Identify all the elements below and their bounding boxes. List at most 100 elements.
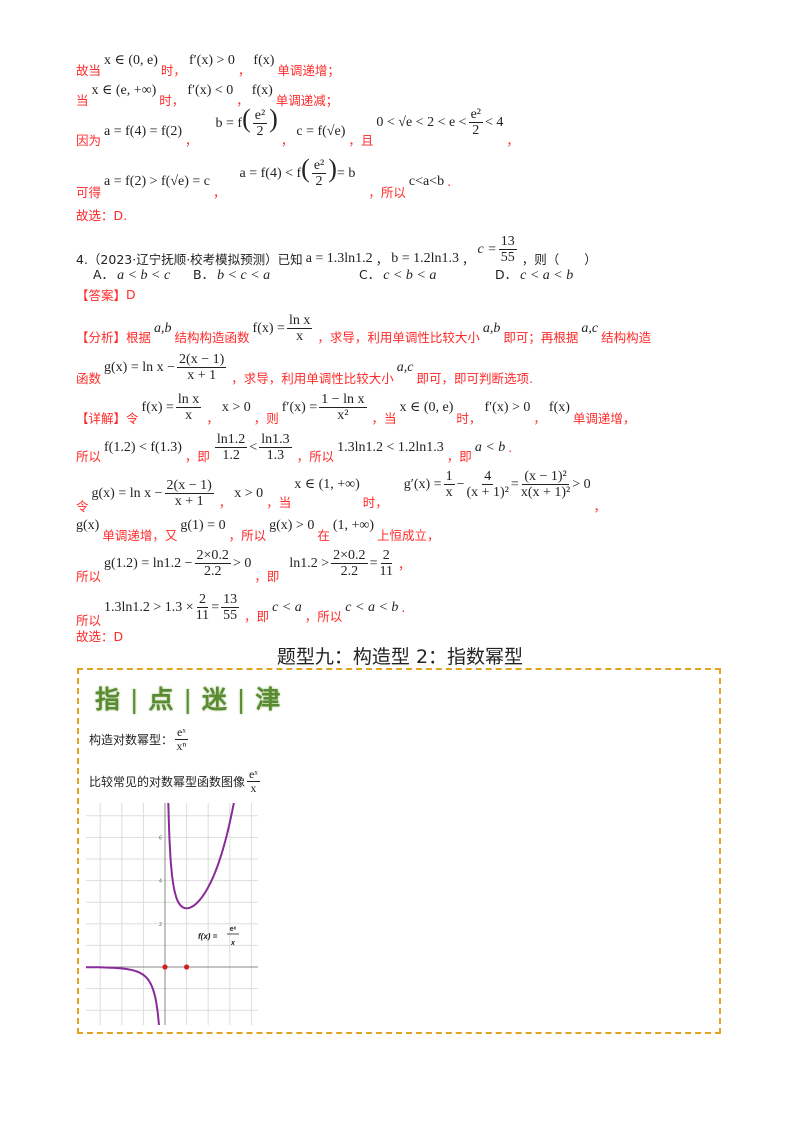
math: c < a < b xyxy=(520,268,574,283)
numerator: e² xyxy=(311,157,327,175)
math: f′(x) = 1 − ln x x² xyxy=(282,392,369,424)
math: a < b < c xyxy=(117,268,171,283)
text: 当 xyxy=(76,93,89,108)
math: − xyxy=(456,477,465,493)
math: x ∈ (0, e) xyxy=(104,53,158,68)
numerator: 2 xyxy=(196,592,208,609)
text: ， xyxy=(185,133,198,149)
tip-line: 构造对数幂型： eˣ xⁿ xyxy=(89,725,190,753)
answer: 【答案】 D xyxy=(76,285,136,304)
answer-line: 故选：D xyxy=(76,626,123,645)
text: ， xyxy=(533,411,546,427)
math: c<a<b xyxy=(408,173,445,189)
math: a < b xyxy=(474,439,506,455)
numerator: 2(x − 1) xyxy=(177,352,227,369)
numerator: e² xyxy=(252,107,268,125)
math: ln1.2 >2×0.2 2.2 = 2 11 xyxy=(289,548,395,580)
math: a = f(2) > f(√e) = c xyxy=(104,173,210,189)
math: f(x) xyxy=(251,82,273,98)
math: b < c < a xyxy=(217,268,271,283)
denominator: 2.2 xyxy=(340,564,359,580)
numerator: 13 xyxy=(498,234,517,251)
fraction: ln1.2 1.2 xyxy=(214,432,248,464)
fraction: eˣ x xyxy=(247,767,260,795)
text: 即可；再根据 xyxy=(503,330,579,346)
numerator: eˣ xyxy=(175,725,188,741)
text: . xyxy=(508,440,513,456)
text: ，即 xyxy=(446,449,472,465)
math: x > 0 xyxy=(234,485,264,501)
fraction: e² 2 xyxy=(252,107,268,140)
math: a = f(4) = f(2) xyxy=(104,123,182,139)
tip-line: 比较常见的对数幂型函数图像 eˣ x xyxy=(89,767,262,795)
math: f′(x) = xyxy=(281,400,318,416)
text: 比较常见的对数幂型函数图像 xyxy=(89,775,246,790)
math: f′(x) < 0 xyxy=(187,82,234,98)
text: ，求导，利用单调性比较大小 xyxy=(317,330,480,346)
text: 上恒成立， xyxy=(377,528,440,543)
text: ， xyxy=(375,252,389,268)
math: = b xyxy=(336,166,356,181)
text: 单调递增； xyxy=(277,63,340,78)
math: b = f(e² 2) xyxy=(215,104,278,140)
fraction: e² 2 xyxy=(311,157,327,190)
analysis-line: 函数 g(x) = ln x −2(x − 1) x + 1 ，求导，利用单调性比… xyxy=(76,352,533,386)
text: ， xyxy=(280,133,294,149)
math: a = f(4) < f(e² 2)= b xyxy=(239,154,356,190)
fraction: 13 55 xyxy=(498,234,517,266)
numerator: 2(x − 1) xyxy=(164,478,214,495)
y-tick-label: 6 xyxy=(159,835,162,841)
text: . xyxy=(401,600,406,616)
text: ，即 xyxy=(184,449,210,465)
text: ， xyxy=(397,557,411,573)
math: f(x) xyxy=(253,52,275,68)
fraction: 2×0.2 2.2 xyxy=(331,548,368,580)
option-label: D． xyxy=(495,267,518,282)
math: (1, +∞) xyxy=(332,517,375,533)
option-b[interactable]: B． b < c < a xyxy=(193,264,391,284)
denominator: 55 xyxy=(223,608,238,624)
denominator: 1.3 xyxy=(266,448,285,464)
option-a[interactable]: A． a < b < c xyxy=(93,264,191,284)
math: f′(x) > 0 xyxy=(188,52,235,68)
text: ，所以 xyxy=(296,449,335,465)
option-d[interactable]: D． c < a < b xyxy=(495,264,576,284)
fraction: ln1.3 1.3 xyxy=(259,432,292,464)
numerator: 2×0.2 xyxy=(194,548,231,565)
math: 0 < √e < 2 < e < e² 2 < 4 xyxy=(376,107,503,139)
text: 构造对数幂型： xyxy=(89,733,174,748)
text: 所以 xyxy=(76,449,102,465)
option-c[interactable]: C． c < b < a xyxy=(359,264,439,284)
math: a,c xyxy=(396,359,414,375)
text: 令 xyxy=(126,411,139,427)
detail-tag: 【详解】 xyxy=(76,411,127,427)
detail-line: 所以 1.3ln1.2 > 1.3 × 2 11 = 13 55 ，即 c < a ，所以 c … xyxy=(76,592,406,628)
numerator: 2×0.2 xyxy=(331,548,368,565)
curve-left-branch xyxy=(86,966,160,1025)
option-label: A． xyxy=(93,267,115,282)
text: 令 xyxy=(76,499,89,515)
math: c = f(√e) xyxy=(296,123,346,139)
heading-char: 指 xyxy=(95,685,123,714)
math: c = xyxy=(477,242,497,258)
numerator: 1 − ln x xyxy=(319,392,367,409)
axes xyxy=(86,803,258,1025)
denominator: 2 xyxy=(256,124,264,140)
numerator: e² xyxy=(468,106,483,124)
text: 时， xyxy=(160,63,186,78)
denominator: 55 xyxy=(500,250,515,266)
denominator: 11 xyxy=(379,564,393,580)
fraction: (x − 1)² x(x + 1)² xyxy=(521,469,570,501)
text: ， xyxy=(237,63,251,78)
fraction: 2(x − 1) x + 1 xyxy=(177,352,227,384)
math: g(1.2) = ln1.2 − xyxy=(104,556,193,572)
y-ticks: 2 4 6 xyxy=(159,835,162,927)
math: b = f xyxy=(215,116,243,131)
text: . xyxy=(447,174,452,190)
math: g(x) > 0 xyxy=(269,517,315,533)
fraction: 1 − ln x x² xyxy=(319,392,367,424)
text: ， xyxy=(506,133,519,149)
numerator: ln1.3 xyxy=(259,432,292,449)
fraction: 2×0.2 2.2 xyxy=(194,548,231,580)
